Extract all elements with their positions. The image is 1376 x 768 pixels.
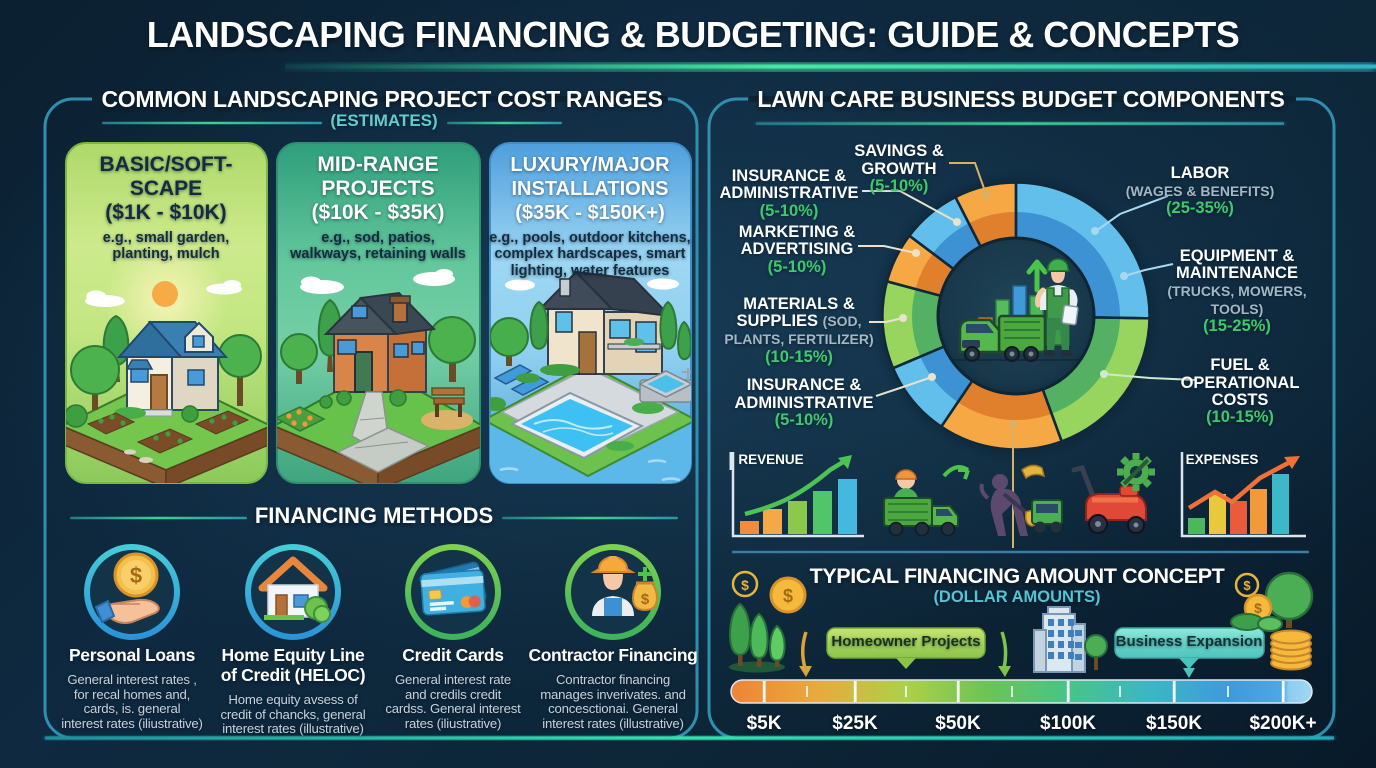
svg-text:$: $	[783, 586, 793, 606]
svg-text:$: $	[130, 563, 142, 588]
svg-text:$: $	[741, 577, 749, 593]
svg-text:$: $	[641, 591, 650, 608]
svg-text:$: $	[1254, 600, 1262, 616]
svg-text:$: $	[1243, 578, 1251, 593]
